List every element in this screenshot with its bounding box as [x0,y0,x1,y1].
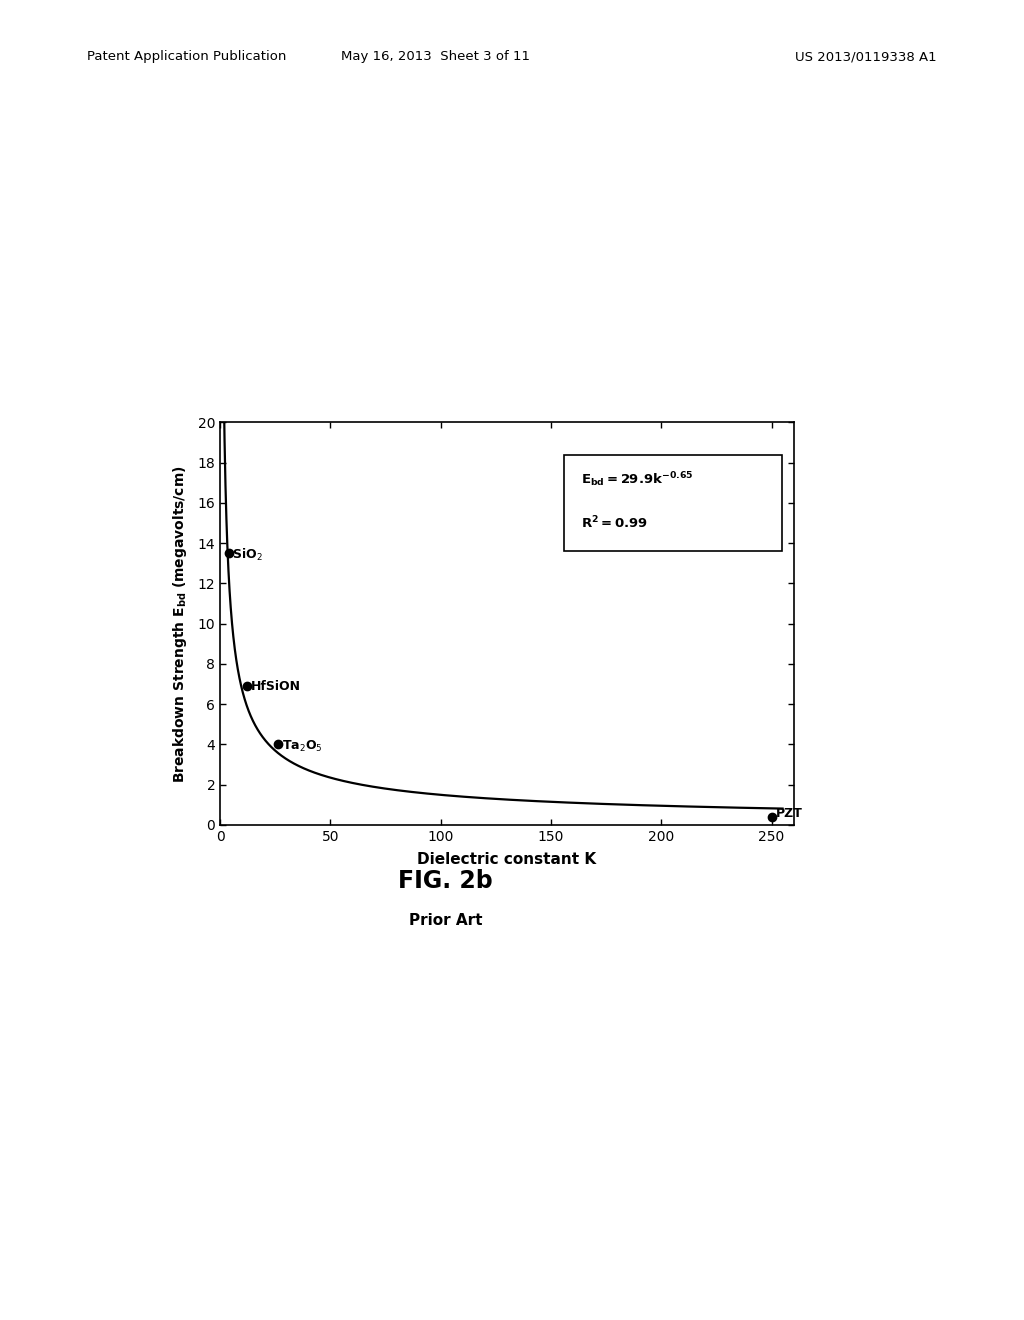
Text: Prior Art: Prior Art [409,913,482,928]
Text: PZT: PZT [776,807,803,820]
FancyBboxPatch shape [564,454,782,552]
Text: $\mathbf{E_{bd} = 29.9k^{-0.65}}$: $\mathbf{E_{bd} = 29.9k^{-0.65}}$ [582,471,693,490]
Text: $\mathbf{R^2 = 0.99}$: $\mathbf{R^2 = 0.99}$ [582,515,648,531]
Text: HfSiON: HfSiON [251,680,301,693]
Text: Patent Application Publication: Patent Application Publication [87,50,287,63]
Y-axis label: Breakdown Strength $\mathbf{E_{bd}}$ (megavolts/cm): Breakdown Strength $\mathbf{E_{bd}}$ (me… [171,465,189,783]
Text: May 16, 2013  Sheet 3 of 11: May 16, 2013 Sheet 3 of 11 [341,50,529,63]
X-axis label: Dielectric constant K: Dielectric constant K [418,853,596,867]
Text: US 2013/0119338 A1: US 2013/0119338 A1 [796,50,937,63]
Text: Ta$_2$O$_5$: Ta$_2$O$_5$ [282,738,323,754]
Text: SiO$_2$: SiO$_2$ [232,548,263,564]
Text: FIG. 2b: FIG. 2b [398,869,493,892]
